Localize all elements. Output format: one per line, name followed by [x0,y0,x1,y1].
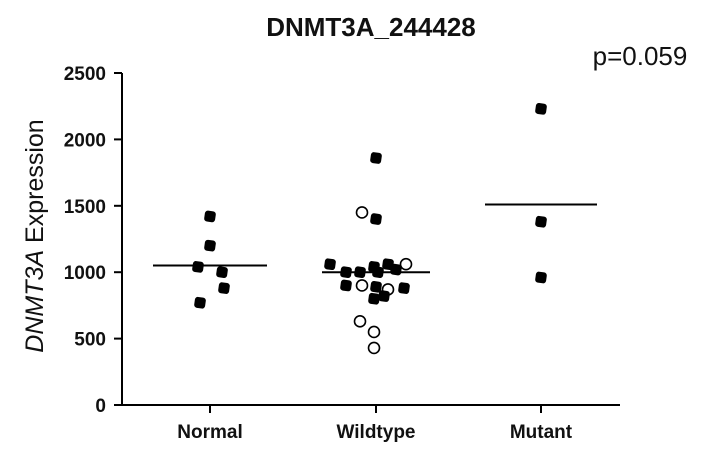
filled-data-point [192,261,204,273]
y-tick-label: 500 [74,330,106,351]
filled-data-point [324,258,336,271]
filled-data-point [370,152,382,164]
p-value-annotation: p=0.059 [593,41,688,71]
filled-data-point [398,282,410,294]
filled-data-point [535,103,547,115]
filled-data-point [378,290,390,302]
filled-data-point [218,282,230,294]
chart-title: DNMT3A_244428 [266,12,476,42]
data-points [192,103,547,355]
open-data-point [355,206,369,219]
filled-data-point [370,280,382,293]
open-data-point [355,279,369,292]
filled-data-point [368,292,380,305]
filled-data-point [340,266,352,279]
x-tick-label: Normal [177,422,242,443]
open-data-point [353,315,367,328]
filled-data-point [372,266,384,279]
filled-data-point [535,215,547,228]
x-tick-label: Wildtype [337,422,416,443]
open-data-point [399,257,413,271]
filled-data-point [204,239,216,252]
open-data-point [367,325,381,339]
y-axis-label-rest: Expression [21,119,49,250]
y-tick-label: 1000 [64,263,106,284]
y-tick-label: 2500 [64,64,106,85]
y-tick-label: 0 [95,396,106,417]
filled-data-point [204,210,216,223]
filled-data-point [390,263,402,276]
axes: 0 500 1000 1500 2000 2500 Normal Wildtype Mutant [64,64,620,443]
x-tick-label: Mutant [510,422,573,443]
filled-data-point [194,296,206,309]
filled-data-point [340,279,352,292]
filled-data-point [535,271,547,284]
y-tick-label: 1500 [64,197,106,218]
y-axis-label: DNMT3A Expression [21,119,49,352]
filled-data-point [216,266,228,279]
open-data-point [367,341,381,355]
y-axis-label-italic: DNMT3A [21,250,49,353]
y-tick-label: 2000 [64,130,106,151]
filled-data-point [354,266,366,279]
filled-data-point [370,213,382,225]
